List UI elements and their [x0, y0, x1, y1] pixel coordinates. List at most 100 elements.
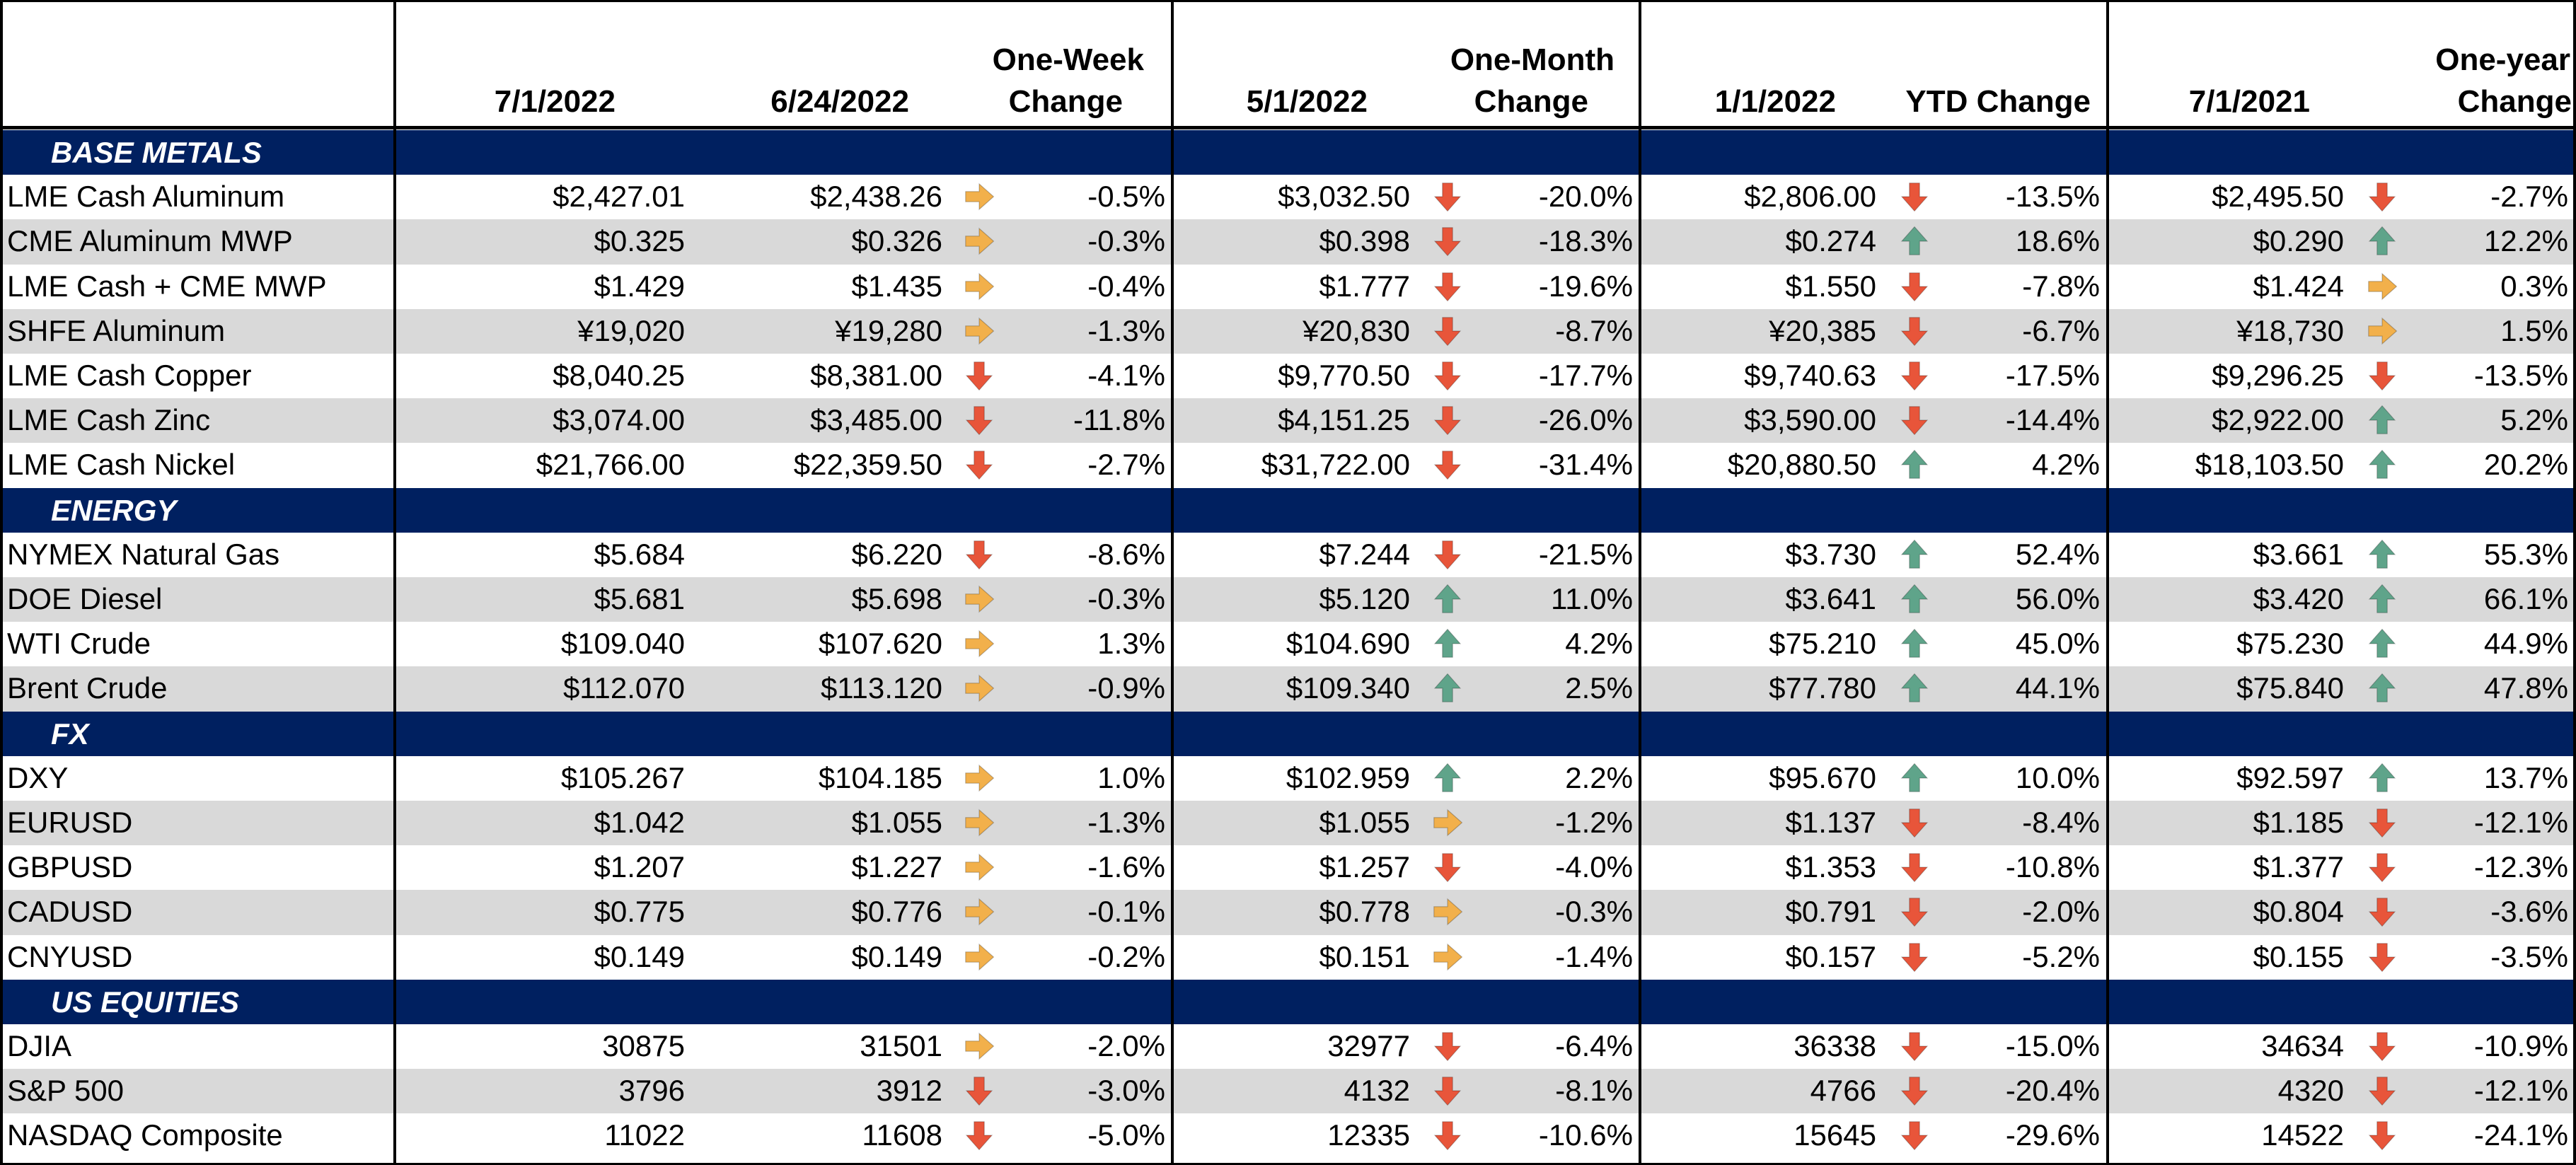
change-one-year: 0.3%	[2500, 269, 2568, 303]
value-month-ago: $0.398	[1319, 224, 1410, 258]
arrow-down-icon	[1898, 1029, 1936, 1067]
change-one-month: 2.5%	[1565, 671, 1633, 705]
change-ytd: -15.0%	[2005, 1029, 2100, 1062]
change-ytd: 52.4%	[2015, 537, 2100, 571]
arrow-down-icon	[2365, 1074, 2403, 1112]
change-one-year: -12.1%	[2473, 806, 2568, 839]
value-year-ago: 14522	[2261, 1118, 2344, 1152]
arrow-up-icon	[1898, 538, 1936, 576]
change-one-week: -8.6%	[1087, 537, 1165, 571]
table-row: DOE Diesel $5.681 $5.698 -0.3% $5.120 11.0% $3…	[0, 577, 2576, 622]
header-date-current: 7/1/2022	[494, 84, 616, 119]
value-year-start: $20,880.50	[1727, 448, 1876, 482]
change-one-week: 1.0%	[1097, 760, 1165, 794]
change-one-month: -17.7%	[1538, 359, 1633, 392]
value-month-ago: $0.778	[1319, 895, 1410, 929]
arrow-right-icon	[962, 582, 1000, 620]
value-year-start: $0.274	[1785, 224, 1876, 258]
row-label: WTI Crude	[7, 627, 151, 661]
value-week-ago: $0.776	[851, 895, 942, 929]
header-one-month-change-line1: One-Month	[1450, 42, 1615, 77]
table-row: GBPUSD $1.207 $1.227 -1.6% $1.257 -4.0% $1.353…	[0, 845, 2576, 890]
value-month-ago: $31,722.00	[1261, 448, 1410, 482]
table-row: LME Cash + CME MWP $1.429 $1.435 -0.4% $1.77…	[0, 265, 2576, 309]
change-one-week: -2.7%	[1087, 448, 1165, 482]
value-year-start: $0.157	[1785, 939, 1876, 973]
value-current: $0.149	[594, 939, 685, 973]
row-label: CNYUSD	[7, 939, 133, 973]
change-one-week: -0.3%	[1087, 582, 1165, 615]
section-band: US EQUITIES	[0, 979, 2576, 1024]
row-label: DXY	[7, 760, 69, 794]
value-week-ago: $107.620	[818, 627, 942, 661]
arrow-down-icon	[1898, 403, 1936, 441]
change-one-year: -2.7%	[2490, 180, 2568, 214]
change-ytd: -5.2%	[2022, 939, 2100, 973]
change-one-month: -0.3%	[1555, 895, 1633, 929]
value-year-start: $77.780	[1769, 671, 1876, 705]
change-one-year: -12.1%	[2473, 1074, 2568, 1108]
change-ytd: -14.4%	[2005, 403, 2100, 437]
arrow-right-icon	[962, 895, 1000, 933]
value-current: 30875	[602, 1029, 685, 1062]
arrow-right-icon	[962, 269, 1000, 308]
section-title: US EQUITIES	[51, 985, 240, 1019]
arrow-down-icon	[1431, 403, 1469, 441]
column-divider	[1171, 0, 1174, 1165]
arrow-right-icon	[1431, 895, 1469, 933]
arrow-right-icon	[962, 850, 1000, 888]
change-one-week: -11.8%	[1073, 403, 1165, 437]
value-current: $21,766.00	[536, 448, 685, 482]
value-year-ago: $1.424	[2253, 269, 2344, 303]
arrow-up-icon	[1898, 761, 1936, 799]
arrow-right-icon	[2365, 269, 2403, 308]
value-year-ago: $1.185	[2253, 806, 2344, 839]
change-one-year: -10.9%	[2473, 1029, 2568, 1062]
value-current: $2,427.01	[553, 180, 685, 214]
value-current: $1.042	[594, 806, 685, 839]
arrow-up-icon	[1898, 224, 1936, 262]
value-current: $3,074.00	[553, 403, 685, 437]
change-ytd: -6.7%	[2022, 313, 2100, 347]
value-year-ago: 4320	[2277, 1074, 2344, 1108]
arrow-up-icon	[1898, 627, 1936, 665]
row-label: DJIA	[7, 1029, 72, 1062]
table-row: LME Cash Aluminum $2,427.01 $2,438.26 -0.5%…	[0, 175, 2576, 219]
table-row: LME Cash Nickel $21,766.00 $22,359.50 -2.7%…	[0, 443, 2576, 487]
arrow-down-icon	[962, 1074, 1000, 1112]
arrow-right-icon	[962, 1029, 1000, 1067]
arrow-down-icon	[1898, 180, 1936, 218]
arrow-down-icon	[2365, 850, 2403, 888]
arrow-up-icon	[1898, 448, 1936, 486]
change-one-week: -4.1%	[1087, 359, 1165, 392]
value-year-ago: ¥18,730	[2236, 313, 2344, 347]
change-one-month: -4.0%	[1555, 850, 1633, 884]
change-one-week: -0.4%	[1087, 269, 1165, 303]
header-one-month-change-line2: Change	[1474, 84, 1588, 119]
arrow-up-icon	[2365, 582, 2403, 620]
table-row: WTI Crude $109.040 $107.620 1.3% $104.690 4.2…	[0, 622, 2576, 666]
change-one-year: 1.5%	[2500, 313, 2568, 347]
change-one-week: -5.0%	[1087, 1118, 1165, 1152]
arrow-right-icon	[1431, 940, 1469, 978]
arrow-down-icon	[1898, 940, 1936, 978]
change-one-year: 20.2%	[2483, 448, 2568, 482]
value-year-start: $3,590.00	[1744, 403, 1876, 437]
header-date-week-ago: 6/24/2022	[770, 84, 909, 119]
row-label: Brent Crude	[7, 671, 168, 705]
value-week-ago: 31501	[860, 1029, 942, 1062]
change-one-month: -1.4%	[1555, 939, 1633, 973]
value-year-ago: $3.420	[2253, 582, 2344, 615]
change-one-year: 66.1%	[2483, 582, 2568, 615]
change-one-month: -31.4%	[1538, 448, 1633, 482]
row-label: GBPUSD	[7, 850, 133, 884]
change-one-week: 1.3%	[1097, 627, 1165, 661]
value-current: $5.684	[594, 537, 685, 571]
change-one-year: -3.6%	[2490, 895, 2568, 929]
arrow-up-icon	[1431, 671, 1469, 709]
change-ytd: -7.8%	[2022, 269, 2100, 303]
value-current: ¥19,020	[577, 313, 685, 347]
arrow-down-icon	[2365, 895, 2403, 933]
change-one-week: -1.3%	[1087, 806, 1165, 839]
value-week-ago: $104.185	[818, 760, 942, 794]
